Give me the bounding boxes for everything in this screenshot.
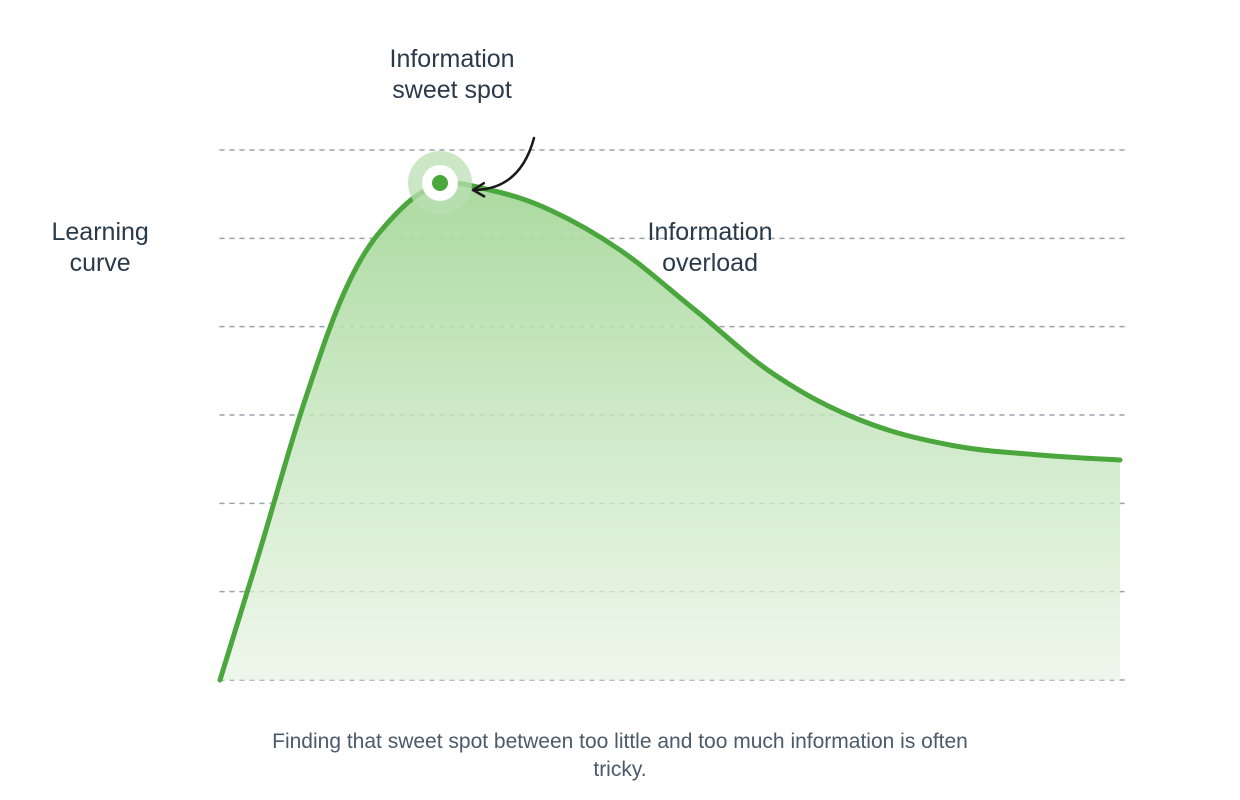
label-learning-curve: Learning curve bbox=[52, 217, 149, 280]
label-sweet-spot: Information sweet spot bbox=[390, 44, 515, 107]
label-information-overload: Information overload bbox=[648, 217, 773, 280]
caption-text: Finding that sweet spot between too litt… bbox=[270, 728, 970, 785]
sweet-spot-dot bbox=[432, 175, 448, 191]
arrow-curve bbox=[473, 138, 534, 190]
chart-stage: Information sweet spot Learning curve In… bbox=[0, 0, 1240, 800]
chart-svg bbox=[0, 0, 1240, 800]
